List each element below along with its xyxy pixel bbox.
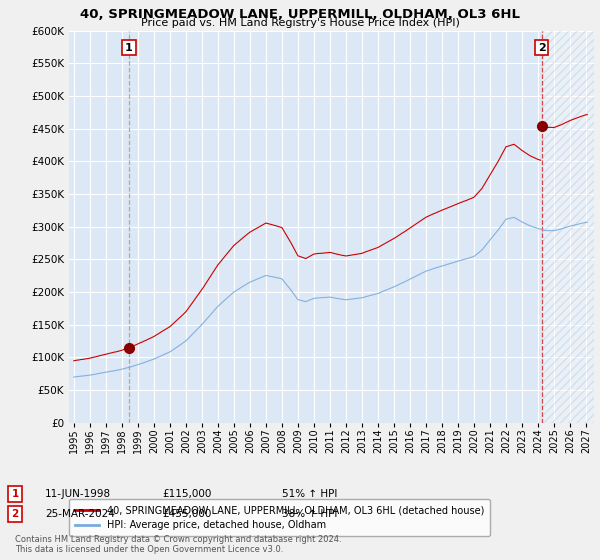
Text: 40, SPRINGMEADOW LANE, UPPERMILL, OLDHAM, OL3 6HL: 40, SPRINGMEADOW LANE, UPPERMILL, OLDHAM… — [80, 8, 520, 21]
Text: Contains HM Land Registry data © Crown copyright and database right 2024.
This d: Contains HM Land Registry data © Crown c… — [15, 535, 341, 554]
Text: Price paid vs. HM Land Registry's House Price Index (HPI): Price paid vs. HM Land Registry's House … — [140, 18, 460, 28]
Legend: 40, SPRINGMEADOW LANE, UPPERMILL, OLDHAM, OL3 6HL (detached house), HPI: Average: 40, SPRINGMEADOW LANE, UPPERMILL, OLDHAM… — [69, 500, 490, 536]
Text: 2: 2 — [538, 43, 545, 53]
Text: 1: 1 — [11, 489, 19, 499]
Text: 1: 1 — [125, 43, 133, 53]
Text: 2: 2 — [11, 509, 19, 519]
Text: 51% ↑ HPI: 51% ↑ HPI — [282, 489, 337, 499]
Text: 38% ↑ HPI: 38% ↑ HPI — [282, 509, 337, 519]
Text: 25-MAR-2024: 25-MAR-2024 — [45, 509, 115, 519]
Text: 11-JUN-1998: 11-JUN-1998 — [45, 489, 111, 499]
Text: £115,000: £115,000 — [162, 489, 211, 499]
Bar — [542, 31, 594, 423]
Text: £455,000: £455,000 — [162, 509, 211, 519]
